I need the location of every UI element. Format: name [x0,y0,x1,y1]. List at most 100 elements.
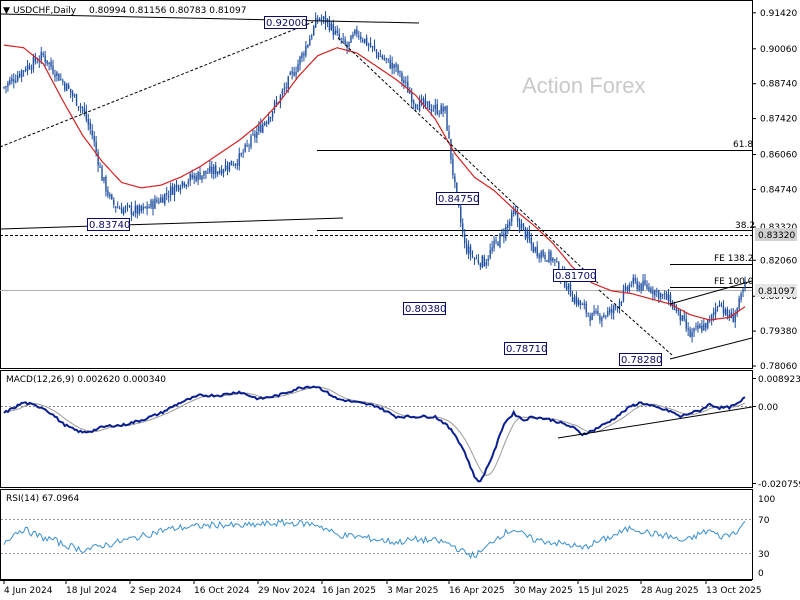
rsi-panel-frame [0,489,753,580]
candle-body [336,30,338,33]
candle-body [597,311,599,314]
candle-body [42,53,44,56]
candle-body [663,293,666,295]
candle-body [707,319,709,328]
candle-body [136,205,139,214]
candle-body [201,175,203,181]
candle-body [358,35,360,37]
candle-body [585,303,587,313]
candle-body [64,82,66,90]
candle-body [509,221,511,226]
rsi-tick-100: 100 [758,495,775,505]
candle-body [216,171,219,174]
candle-body [546,260,548,262]
candle-body [354,29,356,34]
candle-body [234,163,237,166]
highlight-level-text: 0.83320 [758,231,795,241]
candle-body [17,75,19,81]
candle-body [32,56,35,70]
dropdown-arrow-icon[interactable]: ▼ [3,6,10,16]
candle-body [5,86,7,88]
macd-lines [3,385,746,483]
candle-body [448,131,450,139]
candle-body [569,284,572,297]
candle-body [205,170,207,174]
candle-body [260,124,262,133]
candle-body [699,324,701,329]
candle-body [442,107,444,112]
candle-body [622,289,625,302]
candle-body [293,72,295,76]
candle-body [334,30,336,35]
candle-body [258,125,260,132]
candle-body [332,23,335,36]
candle-body [661,294,664,296]
candle-body [648,287,650,290]
candle-body [632,277,634,284]
candle-body [634,278,636,281]
candle-body [120,208,123,214]
candle-body [183,182,186,186]
candle-body [389,59,391,69]
candle-body [652,290,654,295]
candle-body [395,64,397,68]
candle-body [710,314,713,321]
candle-body [289,72,291,75]
candle-body [160,197,162,203]
time-tick-label: 29 Nov 2024 [258,586,316,596]
annotation-high: 0.92000 [266,18,307,29]
candle-body [101,166,103,181]
candle-body [507,224,509,229]
candle-body [197,172,199,181]
fib-38-2-label: 38.2 [735,221,755,231]
time-tick-label: 2 Sep 2024 [130,586,182,596]
time-tick-label: 16 Jan 2025 [322,586,376,596]
candle-body [426,101,429,103]
candle-body [593,311,595,314]
candle-body [383,58,386,60]
candle-body [467,246,470,254]
rsi-tick-70: 70 [758,516,770,526]
candle-body [232,165,235,166]
candle-body [483,256,485,267]
candle-body [642,280,644,290]
candle-body [75,94,78,106]
candle-body [718,304,721,307]
candle-body [454,176,456,183]
candle-body [575,295,578,305]
time-tick-label: 18 Jul 2024 [66,586,117,596]
candle-body [397,65,399,73]
candle-body [581,304,583,306]
candle-body [252,134,254,136]
candle-body [146,206,148,210]
candle-body [179,187,182,191]
candle-body [113,199,115,205]
candle-body [60,79,62,80]
candle-body [250,135,252,148]
candle-body [656,291,658,293]
channel-lower-line [669,337,752,360]
candle-body [11,77,13,82]
candle-body [393,64,395,69]
candle-body [487,259,489,262]
candle-body [650,288,652,293]
rsi-label: RSI(14) 67.0964 [6,494,79,504]
candle-body [275,101,278,104]
candle-body [514,210,517,214]
candle-body [520,224,523,230]
candle-body [228,162,231,172]
candle-body [313,26,315,35]
candle-body [375,49,378,53]
candle-body [599,315,601,321]
candle-body [481,255,484,268]
candle-body [301,53,303,59]
candle-body [434,104,436,110]
candle-body [681,315,683,321]
price-tick-label: 0.87420 [760,115,797,125]
time-tick-label: 16 Apr 2025 [449,586,505,596]
candle-body [534,247,536,252]
macd-main-line [3,385,746,483]
time-axis: 4 Jun 2024 18 Jul 2024 2 Sep 2024 16 Oct 20… [0,580,762,596]
candle-body [536,246,538,256]
